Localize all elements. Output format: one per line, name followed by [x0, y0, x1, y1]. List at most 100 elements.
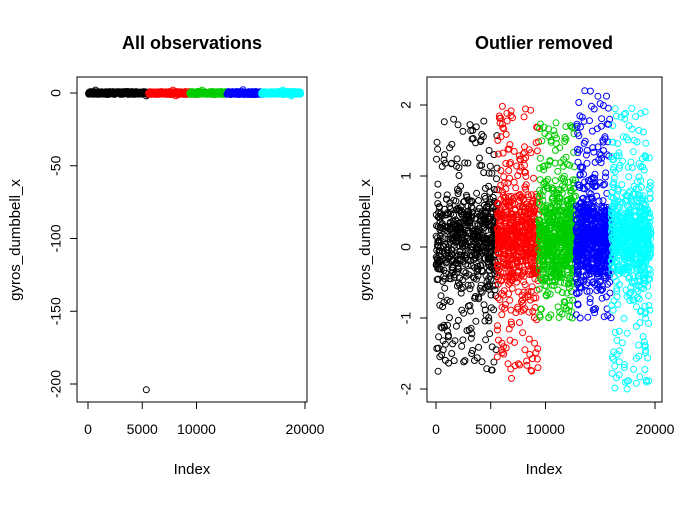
data-point [580, 170, 588, 178]
data-point [437, 323, 445, 331]
data-point [490, 358, 498, 366]
data-point [447, 275, 455, 283]
data-point [625, 377, 632, 385]
data-point [574, 149, 582, 157]
data-point [288, 89, 295, 97]
data-point [576, 171, 584, 179]
data-point [505, 261, 513, 268]
data-point [157, 90, 165, 98]
data-point [583, 195, 591, 203]
data-point [502, 199, 510, 206]
data-point [615, 281, 623, 288]
data-point [449, 340, 457, 348]
data-point [633, 138, 641, 146]
data-point [486, 330, 494, 338]
data-point [526, 224, 534, 232]
data-point [644, 354, 652, 362]
data-point [506, 141, 514, 149]
data-point [576, 199, 584, 207]
data-point [524, 288, 532, 296]
x-tick-label: 0 [84, 421, 92, 437]
data-point [511, 362, 519, 370]
data-point [621, 197, 629, 205]
data-point [539, 262, 547, 270]
data-point [551, 159, 559, 167]
x-tick-label: 10000 [526, 421, 565, 437]
data-point [624, 136, 632, 144]
data-point [627, 233, 635, 241]
data-point [548, 281, 556, 289]
data-point [579, 194, 587, 202]
data-point [551, 252, 559, 260]
data-point [471, 232, 479, 240]
data-point [439, 255, 447, 263]
data-point [569, 211, 576, 219]
data-point [608, 202, 616, 210]
data-point [494, 261, 502, 269]
data-point [520, 196, 528, 204]
data-point [434, 265, 442, 273]
data-point [549, 212, 557, 220]
data-point [535, 193, 543, 201]
data-point [528, 283, 536, 291]
data-point [611, 168, 619, 176]
data-point [506, 296, 514, 304]
data-point [641, 342, 648, 350]
data-point [599, 285, 606, 293]
data-point [466, 222, 474, 230]
data-point [613, 293, 621, 301]
data-point [516, 319, 523, 326]
data-point [532, 294, 540, 302]
data-point [464, 229, 472, 237]
data-point [551, 131, 559, 139]
data-point [619, 133, 627, 141]
data-point [506, 160, 514, 168]
x-tick-label: 10000 [177, 421, 216, 437]
data-point [233, 88, 241, 96]
data-point [464, 159, 472, 167]
data-point [239, 86, 247, 94]
data-point [607, 193, 615, 201]
data-point [595, 254, 603, 262]
data-point [475, 197, 482, 204]
data-point [528, 367, 536, 375]
data-point [546, 238, 554, 246]
data-point [465, 210, 473, 218]
data-point [611, 246, 619, 254]
data-point [581, 238, 589, 246]
data-point [632, 218, 640, 226]
data-point [554, 286, 562, 294]
data-point [509, 261, 517, 269]
data-point [478, 267, 486, 274]
data-point [611, 273, 618, 281]
data-point [279, 90, 287, 97]
data-point [551, 177, 559, 185]
data-point [448, 350, 456, 357]
data-point [591, 158, 599, 166]
data-point [477, 281, 485, 289]
data-point [118, 88, 126, 96]
data-point [600, 313, 608, 321]
data-point [567, 186, 575, 194]
data-point [563, 160, 571, 168]
data-point [528, 261, 535, 269]
data-point [586, 87, 594, 95]
data-point [590, 148, 598, 156]
data-point [437, 265, 445, 273]
data-point [581, 87, 589, 95]
data-point [494, 248, 502, 256]
data-point [455, 164, 463, 172]
data-point [562, 209, 570, 217]
series-1-points [493, 102, 543, 382]
data-point [646, 270, 654, 278]
data-point [432, 232, 440, 240]
data-point [596, 179, 604, 187]
data-point [517, 163, 525, 171]
data-point [610, 348, 618, 356]
data-point [567, 215, 575, 223]
data-point [566, 236, 574, 244]
data-point [559, 207, 567, 215]
data-point [577, 276, 585, 284]
data-point [596, 250, 604, 257]
data-point [437, 223, 445, 231]
